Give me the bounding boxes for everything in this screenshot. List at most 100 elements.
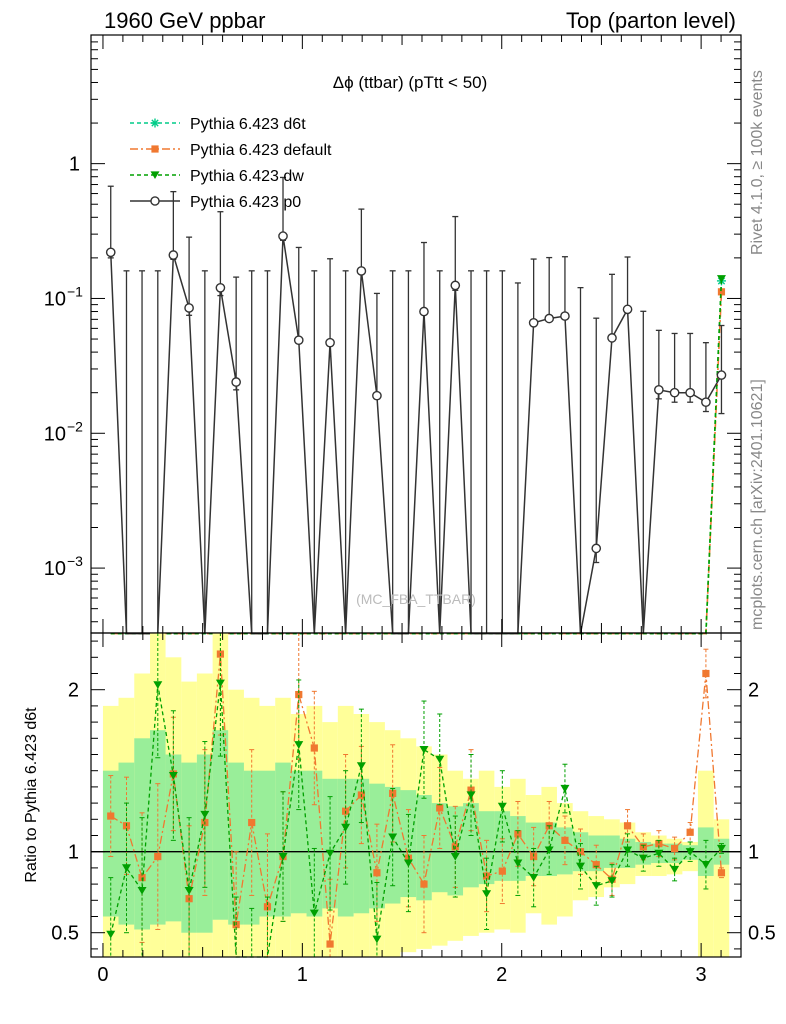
band-green — [243, 770, 260, 925]
point-p0 — [654, 384, 664, 395]
ratio-point-dw — [701, 861, 711, 869]
header-right: Top (parton level) — [566, 8, 736, 33]
header-left: 1960 GeV ppbar — [104, 8, 265, 33]
ratio-point-dw — [497, 802, 507, 811]
ratio-point-dw — [482, 890, 492, 898]
band-green — [228, 762, 244, 925]
point-p0 — [419, 306, 429, 317]
ratio-point-dw — [356, 762, 366, 770]
point-dw — [716, 275, 726, 283]
point-p0 — [325, 337, 335, 348]
ratio-point-dw — [513, 859, 523, 868]
ratio-point-default — [404, 854, 413, 862]
band-green — [306, 770, 323, 917]
legend-marker — [150, 196, 160, 206]
plot-title: Δϕ (ttbar) (pTtt < 50) — [333, 73, 488, 92]
ratio-y-tick-label-left: 2 — [68, 680, 79, 702]
y-tick-exponent: −3 — [67, 553, 83, 569]
ratio-point-dw — [106, 930, 116, 939]
ratio-line-default — [110, 654, 723, 945]
legend-marker — [150, 118, 160, 128]
ratio-point-dw — [294, 741, 304, 749]
ratio-point-default — [154, 852, 162, 861]
ratio-point-dw — [591, 882, 601, 890]
x-tick-label: 1 — [297, 964, 308, 986]
ratio-point-dw — [388, 833, 398, 842]
ratio-point-dw — [560, 784, 570, 793]
y-tick-label: 1 — [69, 154, 80, 176]
rivet-label: Rivet 4.1.0, ≥ 100k events — [749, 70, 766, 255]
ratio-point-default — [263, 903, 272, 911]
ratio-point-dw — [153, 681, 163, 689]
ratio-point-dw — [168, 771, 178, 780]
ratio-point-default — [592, 861, 600, 869]
ratio-point-dw — [544, 846, 554, 855]
ratio-point-default — [655, 840, 663, 848]
ratio-point-dw — [184, 886, 194, 895]
band-green — [556, 827, 573, 875]
point-p0 — [215, 282, 226, 293]
ratio-point-dw — [529, 874, 539, 882]
ratio-point-default — [576, 848, 585, 856]
ratio-line-dw — [110, 683, 722, 958]
point-p0 — [293, 335, 304, 346]
ratio-panel: 0.5 0.5 1 1 2 2 0 1 2 3 Ratio to Pythia 6.423 d6t — [23, 632, 776, 986]
ratio-point-dw — [419, 746, 429, 754]
ratio-point-dw — [670, 865, 680, 874]
band-green — [212, 730, 229, 920]
legend-entry-d6t: Pythia 6.423 d6t — [130, 116, 306, 133]
ratio-point-dw — [638, 854, 648, 863]
point-p0 — [560, 311, 570, 321]
ratio-point-dw — [607, 877, 617, 885]
ratio-point-dw — [466, 791, 476, 800]
point-p0 — [622, 304, 633, 315]
ratio-y-tick-label-left: 1 — [68, 842, 79, 864]
ratio-point-default — [420, 880, 428, 888]
ratio-point-default — [623, 822, 632, 830]
ratio-point-default — [436, 804, 444, 812]
ratio-point-dw — [716, 844, 726, 853]
ratio-point-default — [310, 744, 318, 752]
legend-label: Pythia 6.423 d6t — [190, 116, 306, 133]
ratio-point-default — [530, 852, 538, 861]
ratio-point-dw — [685, 848, 695, 856]
legend-marker — [150, 171, 160, 180]
ratio-y-tick-label-right: 2 — [748, 680, 759, 702]
legend-entry-p0: Pythia 6.423 p0 — [130, 194, 301, 211]
ratio-point-default — [138, 874, 146, 882]
y-tick-label: 10 — [44, 288, 66, 310]
ratio-ylabel: Ratio to Pythia 6.423 d6t — [23, 707, 40, 883]
y-tick-label: 10 — [44, 423, 66, 445]
point-p0 — [356, 266, 367, 276]
point-p0 — [701, 397, 711, 408]
ratio-point-dw — [137, 886, 147, 895]
ratio-point-dw — [575, 862, 585, 871]
ratio-point-dw — [121, 864, 131, 872]
y-tick-exponent: −2 — [67, 418, 83, 434]
ratio-point-dw — [403, 859, 413, 868]
point-p0 — [607, 333, 617, 343]
band-green — [463, 803, 479, 888]
point-p0 — [669, 387, 680, 398]
point-p0 — [231, 377, 241, 387]
ratio-y-tick-label-right: 0.5 — [748, 923, 776, 945]
legend-label: Pythia 6.423 default — [190, 142, 332, 159]
point-p0 — [184, 303, 194, 313]
band-green — [290, 770, 307, 914]
ratio-point-dw — [278, 852, 288, 861]
mcplots-label: mcplots.cern.ch [arXiv:2401.10621] — [749, 379, 766, 630]
ratio-axes: 0.5 0.5 1 1 2 2 0 1 2 3 — [51, 632, 776, 986]
point-p0 — [716, 370, 727, 380]
ratio-point-default — [326, 940, 334, 948]
legend-label: Pythia 6.423 p0 — [190, 194, 301, 211]
point-p0 — [544, 313, 555, 324]
watermark: (MC_FBA_TTBAR) — [356, 591, 476, 607]
ratio-point-default — [498, 867, 506, 875]
legend: Pythia 6.423 d6t Pythia 6.423 default Pyth… — [130, 116, 332, 211]
ratio-point-dw — [450, 852, 460, 861]
ratio-point-dw — [200, 810, 210, 819]
ratio-point-default — [295, 690, 303, 699]
ratio-point-default — [671, 844, 679, 853]
ratio-point-default — [717, 869, 726, 877]
